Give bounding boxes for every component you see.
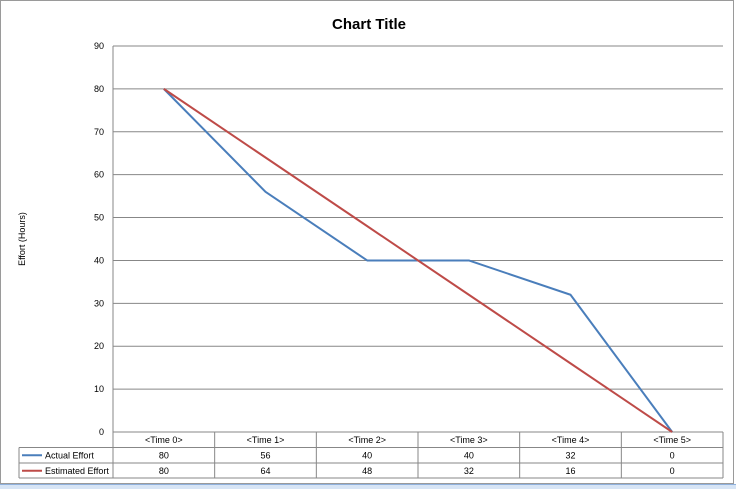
x-category-label: <Time 5> <box>653 435 691 445</box>
data-table-cell: 0 <box>670 466 675 476</box>
data-table: <Time 0> <Time 1> <Time 2> <Time 3> <Time 4>… <box>18 431 724 479</box>
y-tick-label: 10 <box>94 384 104 394</box>
data-table-cell: 40 <box>464 450 474 460</box>
data-table-cell: 80 <box>159 466 169 476</box>
y-tick-label: 50 <box>94 213 104 223</box>
data-table-cell: 32 <box>565 450 575 460</box>
x-category-label: <Time 4> <box>552 435 590 445</box>
y-tick-label: 60 <box>94 170 104 180</box>
x-category-label: <Time 2> <box>348 435 386 445</box>
data-table-cell: 56 <box>260 450 270 460</box>
y-tick-label: 30 <box>94 298 104 308</box>
series-line <box>163 88 673 433</box>
y-tick-label: 20 <box>94 341 104 351</box>
data-table-cell: 0 <box>670 450 675 460</box>
data-table-cell: 48 <box>362 466 372 476</box>
data-table-cell: 16 <box>565 466 575 476</box>
y-tick-label: 70 <box>94 127 104 137</box>
x-category-label: <Time 3> <box>450 435 488 445</box>
data-table-cell: 40 <box>362 450 372 460</box>
y-tick-label: 90 <box>94 41 104 51</box>
y-axis-label: Effort (Hours) <box>17 212 27 266</box>
y-tick-label: 40 <box>94 255 104 265</box>
x-category-label: <Time 1> <box>247 435 285 445</box>
series-lines <box>163 88 673 433</box>
y-tick-label: 0 <box>99 427 104 437</box>
y-tick-label: 80 <box>94 84 104 94</box>
chart-title: Chart Title <box>332 16 406 33</box>
data-table-cell: 64 <box>260 466 270 476</box>
y-tick-labels: 0 10 20 30 40 50 60 70 80 90 <box>94 41 104 437</box>
series-name: Actual Effort <box>45 450 94 460</box>
data-table-cell: 32 <box>464 466 474 476</box>
series-name: Estimated Effort <box>45 466 109 476</box>
gridlines <box>112 45 723 432</box>
data-table-cell: 80 <box>159 450 169 460</box>
window-bottom-edge <box>0 484 736 489</box>
x-category-label: <Time 0> <box>145 435 183 445</box>
